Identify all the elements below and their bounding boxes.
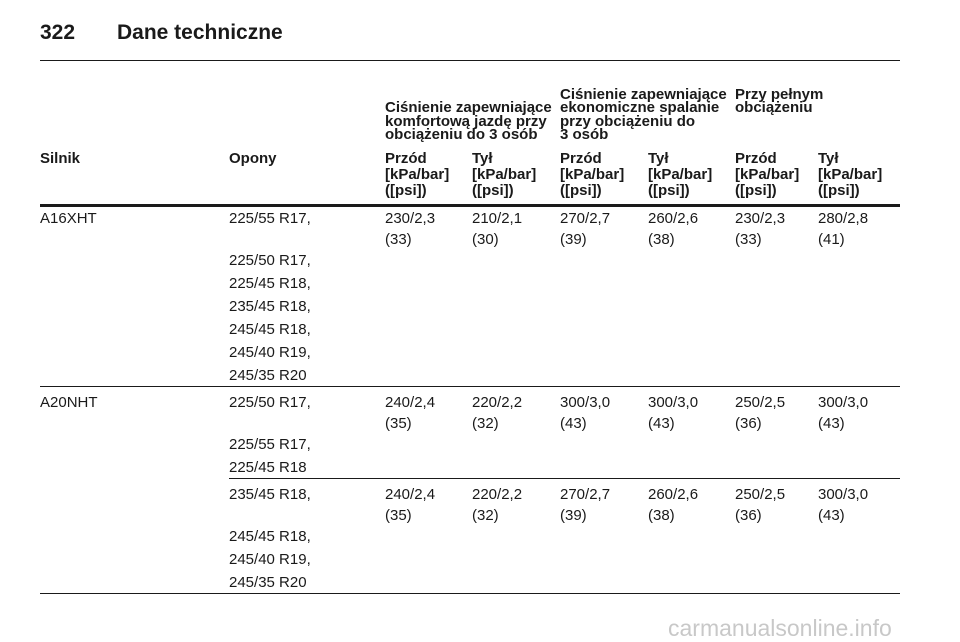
tyre-size: 245/45 R18, [229,528,311,545]
unit: [kPa/bar] [560,166,625,183]
pressure: 230/2,3 [735,210,786,227]
tyre-size: 245/40 R19, [229,551,311,568]
tyre-size: 225/55 R17, [229,210,311,227]
pressure: (43) [648,415,675,432]
group-header: ekonomiczne spalanie [560,99,720,116]
pressure: 300/3,0 [818,486,869,503]
pressure: (32) [472,507,499,524]
column-header: Przód [385,150,427,167]
pressure: 230/2,3 [385,210,436,227]
rule [40,204,900,207]
unit: ([psi]) [648,182,690,199]
group-header: Ciśnienie zapewniające [385,99,552,116]
column-header: Tył [472,150,493,167]
pressure: (43) [560,415,587,432]
unit: ([psi]) [385,182,427,199]
pressure: (43) [818,507,845,524]
unit: [kPa/bar] [472,166,537,183]
pressure: (35) [385,415,412,432]
pressure: (38) [648,507,675,524]
pressure: (32) [472,415,499,432]
pressure: (38) [648,231,675,248]
pressure: 260/2,6 [648,486,699,503]
group-header: obciążeniu [735,99,813,116]
unit: [kPa/bar] [648,166,713,183]
tyre-size: 225/50 R17, [229,394,311,411]
pressure: 280/2,8 [818,210,869,227]
pressure: 250/2,5 [735,486,786,503]
pressure: (35) [385,507,412,524]
pressure: (36) [735,415,762,432]
column-header: Przód [735,150,777,167]
engine: A16XHT [40,210,97,227]
page-number: 322 [40,21,76,44]
tyre-size: 245/35 R20 [229,574,307,591]
unit: [kPa/bar] [385,166,450,183]
group-header: przy obciążeniu do [560,112,696,130]
pressure: (36) [735,507,762,524]
tyre-size: 225/55 R17, [229,436,311,453]
pressure: (39) [560,507,587,524]
tyre-size: 235/45 R18, [229,486,311,503]
page-title: Dane techniczne [117,21,283,44]
unit: ([psi]) [818,182,860,199]
pressure: (41) [818,231,845,248]
rule [40,593,900,594]
engine: A20NHT [40,394,98,411]
pressure: 250/2,5 [735,394,786,411]
column-header: Silnik [40,150,81,167]
column-header: Przód [560,150,602,167]
watermark: carmanualsonline.info [668,615,892,641]
unit: ([psi]) [735,182,777,199]
pressure: 260/2,6 [648,210,699,227]
group-header: Ciśnienie zapewniające [560,85,727,103]
pressure: (33) [385,231,412,248]
group-header: Przy pełnym [735,85,824,103]
pressure: 300/3,0 [818,394,869,411]
group-header: komfortową jazdę przy [385,112,547,130]
unit: ([psi]) [560,182,602,199]
tyre-size: 245/45 R18, [229,321,311,338]
tyre-size: 225/45 R18 [229,459,307,476]
rule [40,386,900,387]
unit: [kPa/bar] [735,166,800,183]
pressure: 270/2,7 [560,486,611,503]
tyre-size: 245/35 R20 [229,367,307,384]
rule [40,60,900,61]
column-header: Tył [818,150,839,167]
pressure: (43) [818,415,845,432]
group-header: 3 osób [560,126,609,143]
pressure: 300/3,0 [648,394,699,411]
rule [229,478,900,479]
pressure: (39) [560,231,587,248]
pressure: 220/2,2 [472,486,523,503]
pressure: 220/2,2 [472,394,523,411]
pressure: 240/2,4 [385,486,436,503]
tyre-size: 225/45 R18, [229,275,311,292]
unit: [kPa/bar] [818,166,883,183]
tyre-size: 245/40 R19, [229,344,311,361]
pressure: 210/2,1 [472,210,523,227]
tyre-size: 235/45 R18, [229,298,311,315]
pressure: 240/2,4 [385,394,436,411]
column-header: Opony [229,150,277,167]
pressure: (30) [472,231,499,248]
group-header: obciążeniu do 3 osób [385,126,538,143]
pressure: (33) [735,231,762,248]
unit: ([psi]) [472,182,514,199]
tyre-size: 225/50 R17, [229,252,311,269]
column-header: Tył [648,150,669,167]
pressure: 270/2,7 [560,210,611,227]
pressure: 300/3,0 [560,394,611,411]
